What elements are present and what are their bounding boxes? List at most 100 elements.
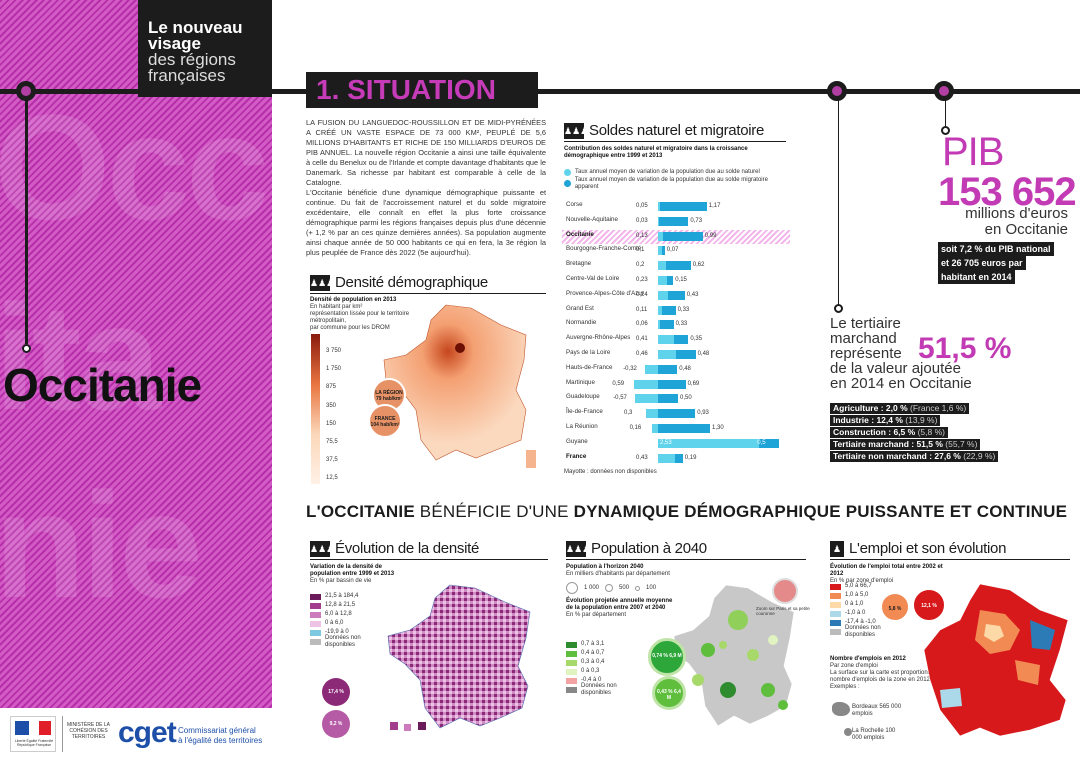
pop-legend-row: 0,4 à 0,7 (566, 649, 621, 658)
timeline-line-right (538, 89, 1080, 94)
bar-migration (662, 246, 665, 256)
bar-natural (635, 394, 658, 404)
population-legend: 0,7 à 3,1 0,4 à 0,7 0,3 à 0,4 0 à 0,3 -0… (566, 640, 621, 696)
bar-row: Île-de-France 0,3 0,93 (562, 407, 790, 421)
evo-legend-row: -19,9 à 0 (310, 628, 365, 637)
bar-migration (676, 350, 696, 359)
population-subtitle-2: Évolution projetée annuelle moyenne de l… (566, 598, 673, 611)
bar-natural-value: -0,32 (623, 365, 637, 372)
evo-legend-6: Données non disponibles (325, 634, 361, 648)
densite-note-2: représentation lissée pour le territoire… (310, 311, 410, 324)
pib-unit-2: en Occitanie (984, 221, 1068, 238)
timeline-dot-1 (16, 81, 36, 101)
densite-notes: Densité de population en 2013 En habitan… (310, 297, 430, 332)
densite-rule (310, 293, 546, 294)
pop-swatch-6 (566, 686, 577, 693)
pop-legend-row: -0,4 à 0 (566, 676, 621, 685)
emp-legend-row: 0 à 1,0 (830, 600, 885, 609)
bar-natural-value: 0,1 (636, 247, 645, 254)
population-rule (566, 559, 806, 560)
evo-swatch-6 (310, 638, 321, 645)
pib-value: 153 652 (938, 170, 1077, 214)
soldes-header: ♟♟♟ Soldes naturel et migratoire (564, 122, 786, 142)
bar-row: Martinique 0,59 0,69 (562, 378, 790, 392)
bar-category-label: Hauts-de-France (566, 363, 613, 371)
sector-row-1: Agriculture : 2,0 % (France 1,6 %) (830, 403, 970, 414)
bar-category-label: Martinique (566, 378, 595, 386)
timeline-dot-3 (934, 81, 954, 101)
pop-legend-row: Données non disponibles (566, 683, 621, 696)
pib-note-1: soit 7,2 % du PIB national (938, 242, 1054, 256)
densite-scale-labels: 3 750 1 750 875 350 150 75,5 37,5 12,5 (326, 342, 341, 488)
bar-natural (658, 335, 675, 345)
bar-migration (666, 261, 691, 271)
bar-migration (674, 335, 689, 345)
evo-swatch-3 (310, 611, 321, 618)
emp-legend-4: -1,0 à 0 (845, 610, 866, 616)
bar-natural-value: 0,41 (636, 336, 648, 343)
bar-row: Normandie 0,06 0,33 (562, 318, 790, 332)
bar-migration-value: 0,19 (684, 454, 697, 461)
bar-category-label: Occitanie (566, 230, 594, 238)
evolution-header: ♟♟♟ Évolution de la densité (310, 540, 548, 560)
bar-row: Hauts-de-France -0,32 0,48 (562, 363, 790, 377)
bar-natural-value: 0,46 (636, 351, 648, 357)
bar-migration (659, 216, 689, 226)
sector-label-4: Tertiaire marchand : 51,5 % (833, 439, 943, 449)
bar-natural (658, 276, 668, 285)
bar-row: Occitanie 0,13 0,99 (562, 229, 790, 244)
bordeaux-shape (832, 702, 850, 716)
bar-natural-value: 0,05 (636, 203, 648, 209)
evo-legend-4: 0 à 6,0 (325, 620, 344, 626)
emploi-notes-2: Nombre d'emplois en 2012 Par zone d'empl… (830, 656, 950, 691)
densite-scale-2: 1 750 (326, 366, 342, 373)
evolution-notes: Variation de la densité de population en… (310, 564, 400, 585)
emploi-map (923, 583, 1069, 737)
evo-swatch-5 (310, 629, 321, 636)
people-icon: ♟♟♟ (310, 540, 334, 557)
soldes-note: Mayotte : données non disponibles (564, 469, 657, 475)
bar-row: La Réunion 0,16 1,30 (562, 422, 790, 436)
bar-migration-value: 0,99 (704, 232, 717, 239)
densite-title: Densité démographique (335, 274, 488, 291)
connector-tertiaire (838, 100, 839, 306)
emploi-legend: 5,0 à 66,7 1,0 à 5,0 0 à 1,0 -1,0 à 0 -1… (830, 582, 885, 638)
evolution-title: Évolution de la densité (335, 540, 480, 557)
evo-legend-2: 12,8 à 21,5 (325, 602, 356, 608)
ghost-text-1: Occ (0, 83, 270, 251)
bar-migration-value: 0,69 (687, 380, 700, 387)
bar-migration-value: 0,07 (666, 247, 679, 254)
pib-notes: soit 7,2 % du PIB national et 26 705 eur… (938, 242, 1068, 284)
ghost-text-3: nie (0, 461, 203, 629)
emploi-header: ♟ L'emploi et son évolution (830, 540, 1070, 560)
densite-france-value: 104 hab/km² (370, 422, 400, 428)
emploi-subtitle: Évolution de l'emploi total entre 2002 e… (830, 564, 943, 577)
emp-legend-row: -17,4 à -1,0 (830, 618, 885, 627)
size-label-3: 100 (646, 584, 657, 591)
emp-legend-3: 0 à 1,0 (845, 601, 864, 607)
bar-natural (658, 231, 664, 241)
bar-category-label: Bretagne (566, 260, 592, 268)
people-icon: ♟♟♟ (310, 274, 334, 291)
emp-legend-1: 5,0 à 66,7 (845, 583, 872, 589)
emploi-region-bubble: 12,1 % (912, 588, 946, 622)
republic-text: Liberté Égalité Fraternité République Fr… (14, 739, 54, 747)
pib-note-3: habitant en 2014 (938, 270, 1015, 284)
bar-natural-value: 0,16 (629, 425, 642, 431)
person-icon: ♟ (830, 540, 844, 557)
soldes-subtitle: Contribution des soldes naturel et migra… (564, 146, 748, 159)
size-circle-medium (605, 584, 614, 592)
emploi-examples: Exemples : (830, 684, 860, 690)
evo-legend-3: 6,0 à 12,8 (325, 611, 352, 617)
larochelle-shape (844, 728, 852, 736)
bar-natural-value: -0,57 (613, 395, 627, 402)
evo-legend-row: 21,5 à 184,4 (310, 592, 365, 601)
bar-row: Corse 0,05 1,17 (562, 200, 790, 214)
example-bordeaux: Bordeaux 565 000 emplois (852, 704, 902, 717)
timeline-dot-2 (827, 81, 847, 101)
example-larochelle: La Rochelle 100 000 emplois (852, 728, 896, 741)
connector-dot-pib (941, 126, 950, 135)
pop-legend-2: 0,4 à 0,7 (581, 650, 605, 656)
banner-part-3: DYNAMIQUE DÉMOGRAPHIQUE PUISSANTE ET CON… (573, 502, 1068, 521)
cget-logo: cget (118, 716, 177, 749)
